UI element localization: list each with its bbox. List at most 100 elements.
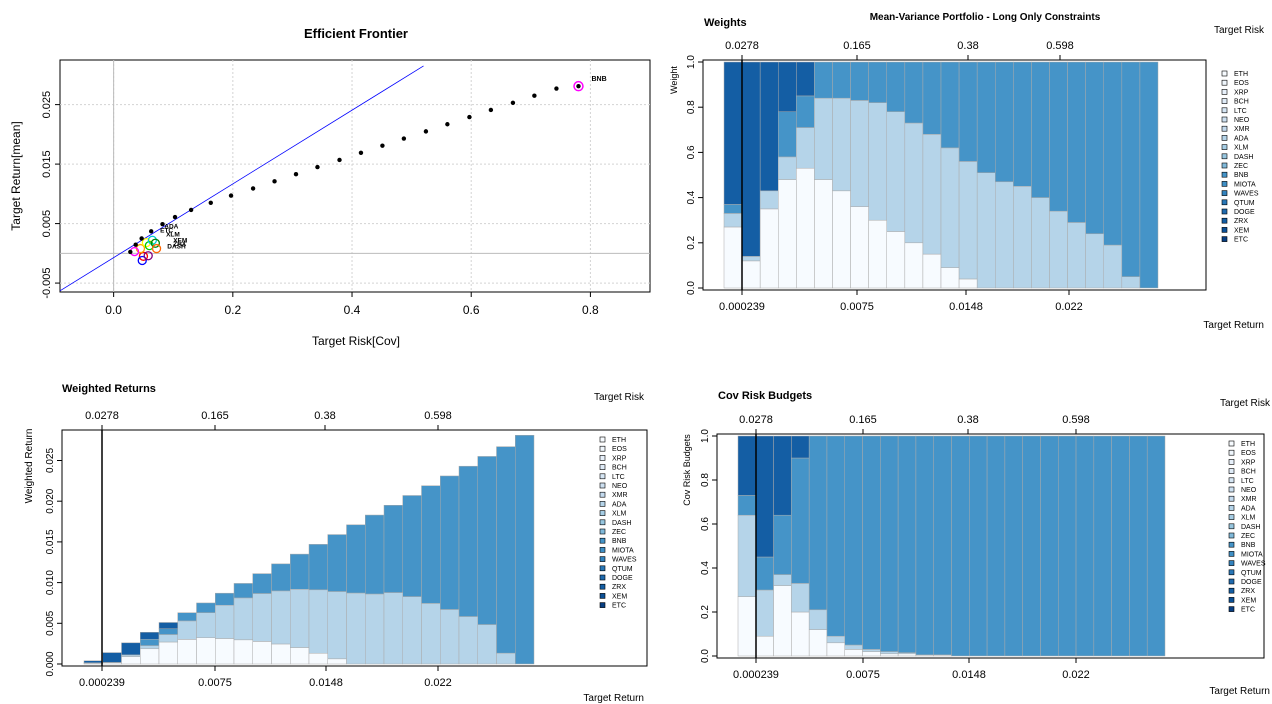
- weights-bottom-label: Target Return: [1203, 320, 1264, 331]
- frontier-y-ticks: -0.005 0.005 0.015 0.025: [41, 91, 60, 299]
- x-tick-label: 0.0: [105, 303, 122, 317]
- bar-segment-ada: [327, 591, 347, 660]
- bar-segment-ada: [940, 147, 960, 268]
- legend-swatch-ada: [599, 501, 606, 507]
- frontier-point: [128, 249, 133, 255]
- risk-budgets-legend: ETH EOS XRP BCH LTC NEO XMR ADA XLM DASH ZEC BNB MIO…: [1228, 440, 1266, 614]
- legend-label-eth: ETH: [1234, 71, 1248, 78]
- legend-swatch-xlm: [1228, 514, 1235, 520]
- bar-segment-bnb: [1129, 435, 1148, 657]
- legend-swatch-neo: [1228, 486, 1235, 493]
- bar-segment-ada: [402, 596, 422, 665]
- legend-label-xem: XEM: [612, 593, 627, 600]
- frontier-point: [315, 164, 320, 170]
- legend-swatch-ltc: [599, 473, 606, 480]
- asset-circle: [141, 237, 152, 248]
- bar-segment-eth: [844, 649, 863, 657]
- legend-swatch-zec: [599, 528, 606, 535]
- weights-top-label: Target Risk: [1214, 25, 1265, 36]
- legend-swatch-ada: [1228, 505, 1235, 511]
- y-tick-label: 0.0: [700, 649, 711, 663]
- bar-segment-bnb: [383, 505, 403, 593]
- bar-segment-ada: [290, 589, 310, 648]
- risk-budgets-top-label: Target Risk: [1220, 398, 1271, 409]
- bar-segment-ada: [1085, 233, 1104, 289]
- bar-segment-eth: [215, 638, 235, 665]
- legend-label-zrx: ZRX: [1234, 218, 1248, 225]
- y-tick-label: 0.010: [45, 570, 56, 595]
- frontier-x-label: Target Risk[Cov]: [312, 334, 400, 348]
- legend-swatch-waves: [599, 556, 606, 562]
- weights-axes: 0.0 0.2 0.4 0.6 0.8 1.0 0.0278 0.165 0.38 0.598 0.…: [686, 40, 1207, 313]
- legend-swatch-dash: [1228, 523, 1235, 530]
- legend-label-bch: BCH: [1234, 99, 1249, 106]
- y-tick-label: 0.005: [41, 210, 53, 238]
- y-tick-label: 0.0: [686, 281, 697, 295]
- bar-segment-ada: [365, 593, 385, 665]
- legend-swatch-doge: [599, 574, 606, 581]
- legend-swatch-eos: [599, 445, 606, 452]
- bar-segment-bnb: [158, 628, 178, 635]
- bar-segment-bnb: [976, 61, 996, 173]
- legend-swatch-zrx: [599, 583, 606, 590]
- bar-segment-bnb: [915, 435, 934, 656]
- frontier-point: [208, 200, 213, 205]
- bar-segment-eth: [177, 639, 197, 665]
- top-tick-label: 0.598: [1046, 40, 1074, 52]
- bottom-tick-label: 0.0075: [198, 677, 232, 689]
- bar-segment-bnb: [346, 524, 366, 594]
- bar-segment-bnb: [458, 465, 478, 617]
- risk-budgets-bottom-label: Target Return: [1209, 686, 1270, 697]
- top-tick-label: 0.38: [957, 40, 978, 52]
- legend-swatch-doge: [1221, 208, 1228, 215]
- legend-swatch-bch: [1221, 98, 1228, 104]
- cov-risk-budgets-panel: Cov Risk Budgets Target Risk Target Retu…: [682, 390, 1271, 697]
- panel-box: [61, 429, 648, 667]
- legend-label-miota: MIOTA: [1234, 181, 1256, 188]
- legend-label-dash: DASH: [1241, 524, 1260, 531]
- frontier-point: [272, 179, 277, 184]
- legend-swatch-zec: [1228, 532, 1235, 539]
- legend-label-ada: ADA: [1241, 505, 1256, 512]
- bar-segment-ada: [271, 590, 291, 645]
- bar-segment-bnb: [515, 435, 535, 665]
- y-tick-label: 0.2: [686, 235, 697, 249]
- legend-swatch-xrp: [599, 455, 606, 461]
- y-tick-label: 0.020: [45, 488, 56, 513]
- legend-label-dash: DASH: [612, 520, 631, 527]
- y-tick-label: 0.025: [45, 448, 56, 473]
- legend-label-xmr: XMR: [1234, 126, 1250, 133]
- panel-box: [702, 59, 1207, 291]
- bar-segment-etc: [791, 435, 810, 459]
- bar-segment-ada: [421, 603, 441, 665]
- asset-circle: [143, 251, 153, 261]
- risk-budgets-bars: [737, 435, 1166, 657]
- bar-segment-ada: [308, 589, 328, 654]
- frontier-plot-area: [59, 59, 651, 293]
- bar-segment-bnb: [1058, 435, 1077, 657]
- bar-segment-ada: [904, 122, 924, 244]
- bar-segment-eth: [308, 652, 328, 665]
- frontier-point: [337, 157, 342, 163]
- weighted-returns-title: Weighted Returns: [62, 383, 156, 395]
- bar-segment-eth: [290, 647, 310, 665]
- bar-segment-ada: [458, 616, 478, 665]
- top-tick-label: 0.165: [201, 410, 229, 422]
- frontier-y-label: Target Return[mean]: [9, 121, 23, 230]
- legend-label-bch: BCH: [612, 465, 627, 472]
- bar-segment-etc: [102, 652, 122, 663]
- bar-segment-ada: [791, 583, 810, 613]
- legend-label-eos: EOS: [1234, 80, 1249, 87]
- legend-label-zec: ZEC: [1241, 533, 1255, 540]
- legend-swatch-bch: [1228, 468, 1235, 474]
- bar-segment-bnb: [951, 435, 970, 657]
- asset-circle: [150, 238, 161, 248]
- bar-segment-bnb: [862, 435, 881, 650]
- bottom-tick-label: 0.022: [1055, 301, 1083, 313]
- top-tick-label: 0.0278: [725, 40, 759, 52]
- bar-segment-ada: [1031, 197, 1050, 289]
- risk-budgets-axes: 0.0 0.2 0.4 0.6 0.8 1.0 0.0278 0.165 0.38 0.598 0.…: [700, 414, 1265, 681]
- bar-segment-ada: [233, 597, 253, 641]
- bar-segment-eth: [832, 190, 851, 289]
- bar-segment-ada: [826, 635, 845, 644]
